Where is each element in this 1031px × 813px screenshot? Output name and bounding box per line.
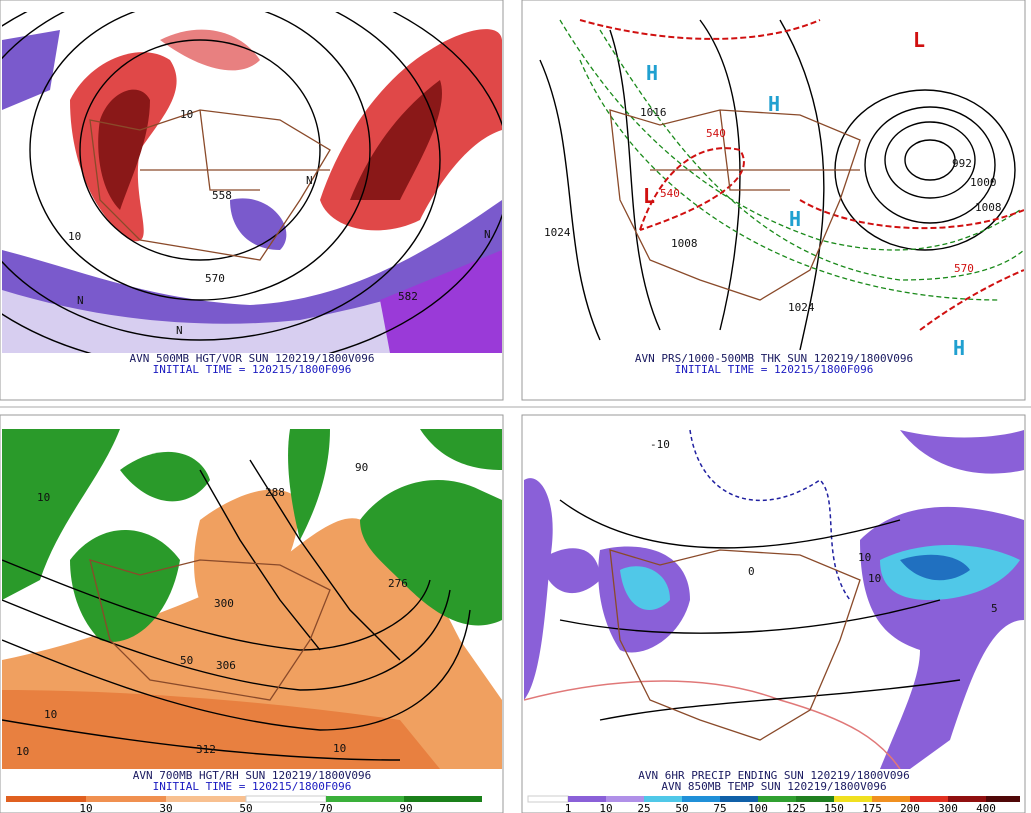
contour-label: 10 <box>16 745 29 758</box>
contour-label: -10 <box>650 438 670 451</box>
contour-label: 10 <box>37 491 50 504</box>
panel-subtitle: INITIAL TIME = 120215/1800F096 <box>153 363 352 376</box>
contour-label: 10 <box>868 572 881 585</box>
contour-label: 10 <box>44 708 57 721</box>
low-marker: L <box>643 184 655 208</box>
high-marker: H <box>789 207 801 231</box>
contour-label: 276 <box>388 577 408 590</box>
colorbar <box>527 795 1020 803</box>
high-marker: H <box>953 336 965 360</box>
vort-label: N <box>77 294 84 307</box>
contour-label: 582 <box>398 290 418 303</box>
contour-label: 0 <box>748 565 755 578</box>
contour-label: 558 <box>212 189 232 202</box>
contour-label: 1024 <box>788 301 815 314</box>
colorbar-label: 30 <box>159 802 172 813</box>
thickness-label: 570 <box>954 262 974 275</box>
panel-frame <box>0 0 504 401</box>
colorbar-label: 150 <box>824 802 844 813</box>
colorbar-label: 125 <box>786 802 806 813</box>
contour-label: 5 <box>991 602 998 615</box>
panel-frame <box>0 414 504 813</box>
colorbar-label: 100 <box>748 802 768 813</box>
panel-title: AVN PRS/1000-500MB THK SUN 120219/1800V0… <box>635 352 913 365</box>
colorbar-label: 75 <box>713 802 726 813</box>
contour-label: 312 <box>196 743 216 756</box>
colorbar-label: 300 <box>938 802 958 813</box>
contour-label: 10 <box>333 742 346 755</box>
colorbar-label: 70 <box>319 802 332 813</box>
high-marker: H <box>768 92 780 116</box>
colorbar-label: 10 <box>79 802 92 813</box>
thickness-label: 540 <box>706 127 726 140</box>
contour-label: 288 <box>265 486 285 499</box>
panel-pressure: 1016 1024 1008 1024 1008 1000 992 540 54… <box>521 0 1026 401</box>
colorbar-label: 50 <box>239 802 252 813</box>
colorbar-label: 90 <box>399 802 412 813</box>
panel-title: AVN 700MB HGT/RH SUN 120219/1800V096 <box>133 769 371 782</box>
contour-label: 10 <box>68 230 81 243</box>
panel-precip: 10 10 0 5 -10 AVN 6HR PRECIP ENDING SUN … <box>521 414 1026 813</box>
colorbar-label: 175 <box>862 802 882 813</box>
vort-label: N <box>306 174 313 187</box>
panel-title: AVN 6HR PRECIP ENDING SUN 120219/1800V09… <box>638 769 910 782</box>
colorbar-label: 400 <box>976 802 996 813</box>
panel-subtitle: INITIAL TIME = 120215/1800F096 <box>675 363 874 376</box>
map <box>524 429 1024 769</box>
map <box>2 12 502 353</box>
vort-label: N <box>176 324 183 337</box>
high-marker: H <box>646 61 658 85</box>
vort-label: N <box>484 228 491 241</box>
panel-title: AVN 500MB HGT/VOR SUN 120219/1800V096 <box>129 352 374 365</box>
contour-label: 1008 <box>975 201 1002 214</box>
contour-label: 570 <box>205 272 225 285</box>
low-marker: L <box>913 28 925 52</box>
panel-subtitle: AVN 850MB TEMP SUN 120219/1800V096 <box>661 780 886 793</box>
colorbar-label: 200 <box>900 802 920 813</box>
contour-label: 306 <box>216 659 236 672</box>
contour-label: 1024 <box>544 226 571 239</box>
contour-label: 300 <box>214 597 234 610</box>
contour-label: 1016 <box>640 106 667 119</box>
contour-label: 992 <box>952 157 972 170</box>
panel-500mb: 558 570 582 10 10 N N N N AVN 500MB HGT/… <box>0 0 504 401</box>
panel-frame <box>521 0 1026 401</box>
map <box>524 12 1024 353</box>
contour-label: 10 <box>180 108 193 121</box>
colorbar-label: 10 <box>599 802 612 813</box>
thickness-label: 540 <box>660 187 680 200</box>
contour-label: 1000 <box>970 176 997 189</box>
contour-label: 50 <box>180 654 193 667</box>
contour-label: 1008 <box>671 237 698 250</box>
panel-subtitle: INITIAL TIME = 120215/1800F096 <box>153 780 352 793</box>
colorbar-label: 50 <box>675 802 688 813</box>
map <box>2 429 502 769</box>
contour-label: 10 <box>858 551 871 564</box>
panel-frame <box>521 414 1026 813</box>
panel-700mb: 10 50 312 10 10 300 306 288 276 10 90 AV… <box>0 414 504 813</box>
colorbar-label: 1 <box>565 802 572 813</box>
contour-label: 90 <box>355 461 368 474</box>
colorbar <box>6 795 482 803</box>
colorbar-label: 25 <box>637 802 650 813</box>
